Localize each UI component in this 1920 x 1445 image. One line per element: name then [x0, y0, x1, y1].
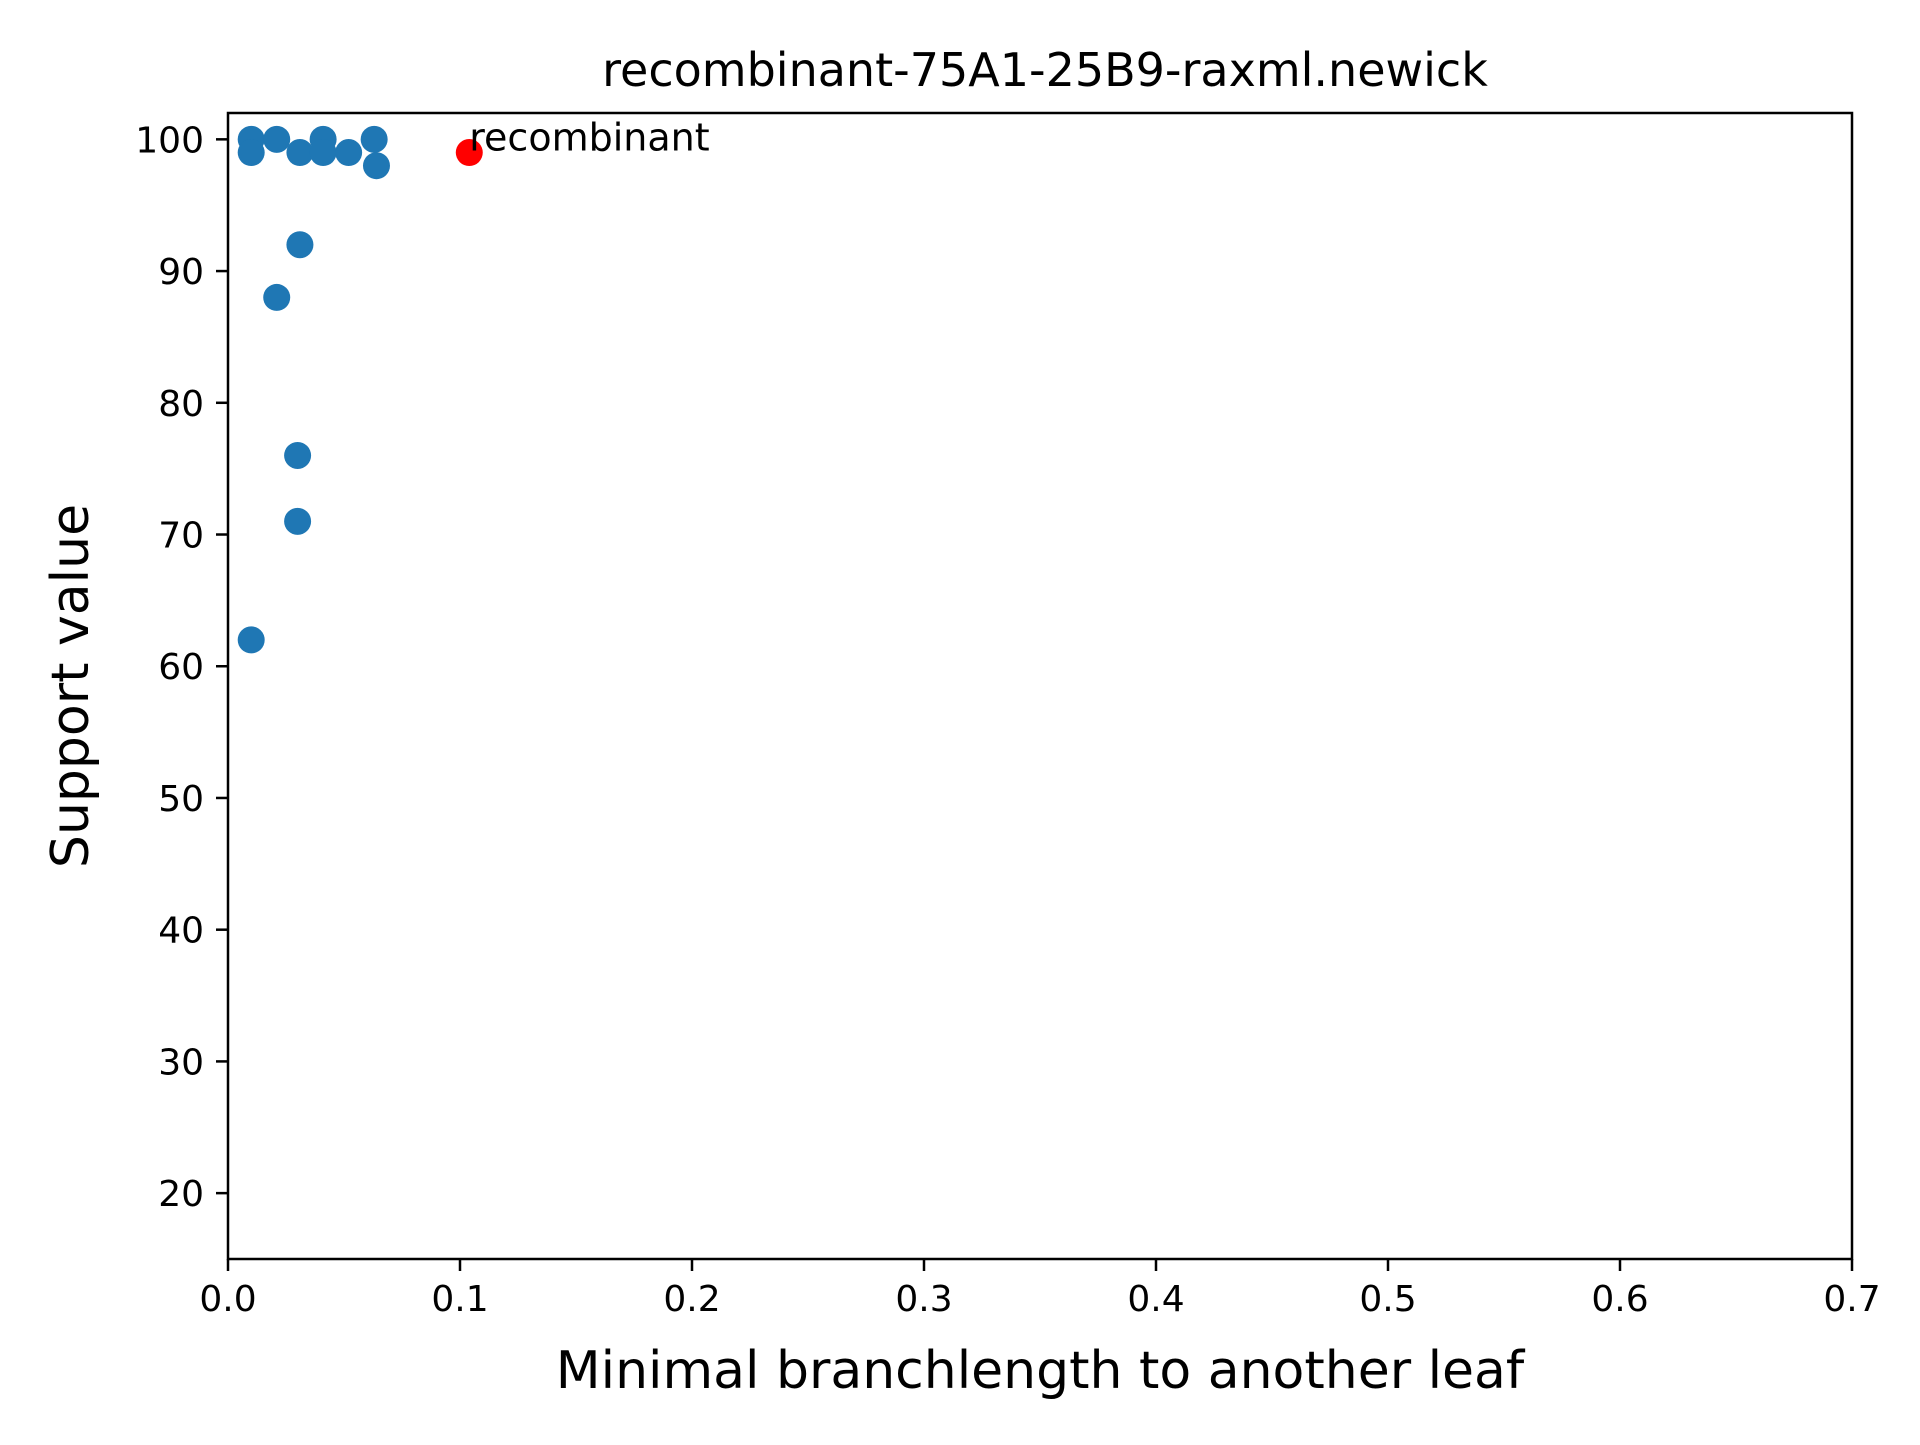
y-tick-label: 70	[158, 516, 204, 557]
data-point	[335, 139, 363, 167]
y-tick-label: 100	[135, 120, 204, 161]
data-point	[286, 231, 314, 259]
x-tick-label: 0.5	[1359, 1279, 1416, 1320]
data-point	[237, 626, 265, 654]
x-axis-label: Minimal branchlength to another leaf	[556, 1341, 1526, 1401]
x-tick-label: 0.3	[895, 1279, 952, 1320]
y-tick-label: 60	[158, 647, 204, 688]
highlighted-data-point	[455, 139, 483, 167]
y-tick-label: 30	[158, 1042, 204, 1083]
data-point	[360, 125, 388, 153]
x-tick-label: 0.4	[1127, 1279, 1184, 1320]
x-tick-label: 0.7	[1823, 1279, 1880, 1320]
y-tick-label: 40	[158, 911, 204, 952]
y-tick-label: 80	[158, 384, 204, 425]
y-tick-label: 90	[158, 252, 204, 293]
x-tick-label: 0.6	[1591, 1279, 1648, 1320]
x-tick-label: 0.1	[431, 1279, 488, 1320]
data-point	[362, 152, 390, 180]
data-point	[284, 441, 312, 469]
x-tick-label: 0.2	[663, 1279, 720, 1320]
chart-title: recombinant-75A1-25B9-raxml.newick	[602, 43, 1488, 97]
data-point	[237, 139, 265, 167]
plot-area-frame	[226, 111, 1854, 1261]
data-point	[263, 283, 291, 311]
data-point	[284, 507, 312, 535]
data-point	[263, 125, 291, 153]
data-point	[286, 139, 314, 167]
y-tick-label: 20	[158, 1174, 204, 1215]
data-points	[237, 125, 483, 654]
annotations: recombinant	[469, 116, 709, 160]
y-tick-label: 50	[158, 779, 204, 820]
x-axis: 0.0 0.1 0.2 0.3 0.4 0.5 0.6 0.7	[199, 1259, 1881, 1320]
data-point	[309, 139, 337, 167]
annotation-label: recombinant	[469, 116, 709, 160]
x-tick-label: 0.0	[199, 1279, 256, 1320]
y-axis: 20 30 40 50 60 70 80 90 100	[135, 120, 228, 1215]
y-axis-label: Support value	[41, 504, 101, 868]
